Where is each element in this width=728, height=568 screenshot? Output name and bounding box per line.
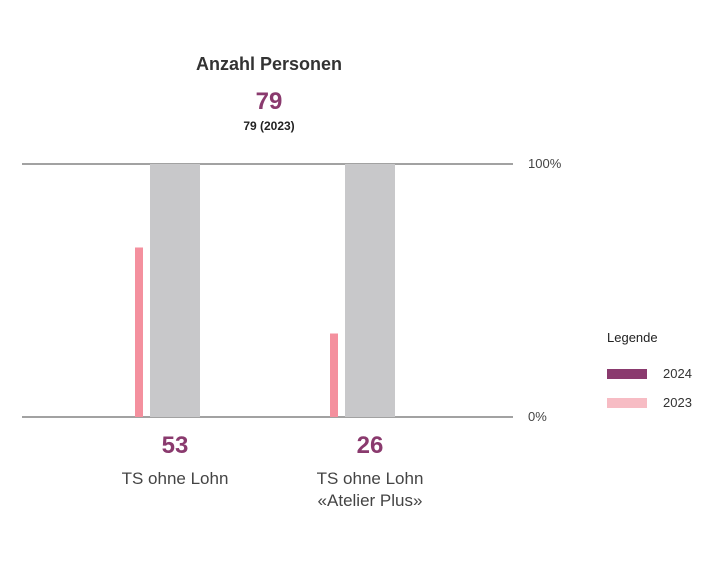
legend-label-2024: 2024	[663, 366, 692, 381]
category-label: TS ohne Lohn «Atelier Plus»	[316, 469, 424, 510]
legend-label-2023: 2023	[663, 395, 692, 410]
bar-2023	[135, 247, 143, 417]
legend-item-2023: 2023	[607, 394, 692, 411]
legend-title: Legende	[607, 330, 658, 345]
y-tick-label: 100%	[528, 156, 562, 171]
legend-swatch-2024	[607, 368, 647, 379]
chart-title: Anzahl Personen	[195, 54, 343, 74]
total-count: 79	[255, 88, 283, 115]
bar-background	[150, 164, 200, 417]
total-count-previous: 79 (2023)	[243, 119, 295, 133]
category-value: 26	[356, 432, 384, 459]
legend-item-2024: 2024	[607, 365, 692, 382]
category-label: TS ohne Lohn	[121, 469, 229, 488]
bar-background	[345, 164, 395, 417]
y-tick-label: 0%	[528, 409, 547, 424]
category-value: 53	[161, 432, 189, 459]
bar-2023	[330, 333, 338, 417]
legend-swatch-2023	[607, 397, 647, 408]
legend: Legende 2024 2023	[607, 330, 692, 423]
